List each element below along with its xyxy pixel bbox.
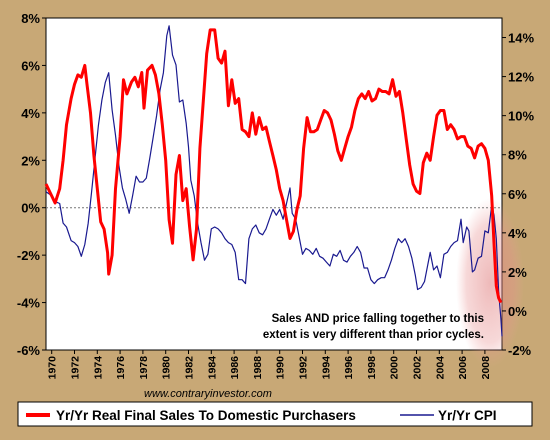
left-tick-label: -2%	[17, 248, 41, 263]
annotation-line-2: extent is very different than prior cycl…	[263, 329, 484, 341]
legend-box	[17, 401, 533, 427]
left-tick-label: -6%	[17, 343, 41, 358]
x-tick-label: 1982	[184, 356, 196, 380]
series-line-sales	[44, 28, 503, 304]
plot-area	[45, 17, 503, 351]
right-tick-label: 4%	[508, 226, 527, 241]
x-tick-label: 1972	[70, 356, 82, 380]
right-tick-label: 6%	[508, 187, 527, 202]
x-tick-label: 1976	[115, 356, 127, 380]
x-tick-label: 2006	[457, 356, 469, 380]
left-axis: -6% -4% -2% 0% 2% 4% 6% 8%	[17, 11, 46, 358]
x-tick-label: 1974	[92, 356, 104, 380]
right-axis: -2% 0% 2% 4% 6% 8% 10% 12% 14%	[502, 31, 534, 358]
x-tick-label: 1988	[252, 356, 264, 380]
x-tick-label: 2002	[412, 356, 424, 380]
left-tick-label: 0%	[21, 201, 40, 216]
x-tick-label: 2000	[389, 356, 401, 380]
right-tick-label: 0%	[508, 304, 527, 319]
right-tick-label: 14%	[508, 31, 534, 46]
x-tick-label: 1992	[298, 356, 310, 380]
right-tick-label: 12%	[508, 70, 534, 85]
left-tick-label: 2%	[21, 153, 40, 168]
x-tick-label: 1998	[366, 356, 378, 380]
x-tick-label: 1994	[320, 356, 332, 380]
highlight-ellipse	[456, 198, 524, 368]
legend-label-cpi: Yr/Yr CPI	[438, 408, 497, 423]
left-tick-label: -4%	[17, 296, 41, 311]
right-tick-label: 2%	[508, 265, 527, 280]
left-tick-label: 4%	[21, 106, 40, 121]
right-tick-label: 8%	[508, 148, 527, 163]
left-tick-label: 6%	[21, 58, 40, 73]
series-line-cpi	[45, 25, 503, 337]
right-tick-label: 10%	[508, 109, 534, 124]
left-tick-label: 8%	[21, 11, 40, 26]
x-tick-label: 1986	[229, 356, 241, 380]
legend-label-sales: Yr/Yr Real Final Sales To Domestic Purch…	[56, 408, 356, 423]
x-tick-label: 1990	[275, 356, 287, 380]
x-tick-label: 1996	[343, 356, 355, 380]
x-tick-label: 2004	[434, 356, 446, 380]
x-tick-label: 1984	[206, 356, 218, 380]
series-layer	[44, 25, 503, 337]
x-axis: 1970 1972 1974 1976 1978 1980 1982 1984 1986 1988…	[47, 350, 492, 379]
source-label: www.contraryinvestor.com	[144, 388, 272, 400]
x-tick-label: 1970	[47, 356, 59, 380]
annotation-line-1: Sales AND price falling together to this	[272, 313, 484, 325]
x-tick-label: 1980	[161, 356, 173, 380]
x-tick-label: 1978	[138, 356, 150, 380]
right-tick-label: -2%	[508, 343, 532, 358]
x-tick-label: 2008	[480, 356, 492, 380]
